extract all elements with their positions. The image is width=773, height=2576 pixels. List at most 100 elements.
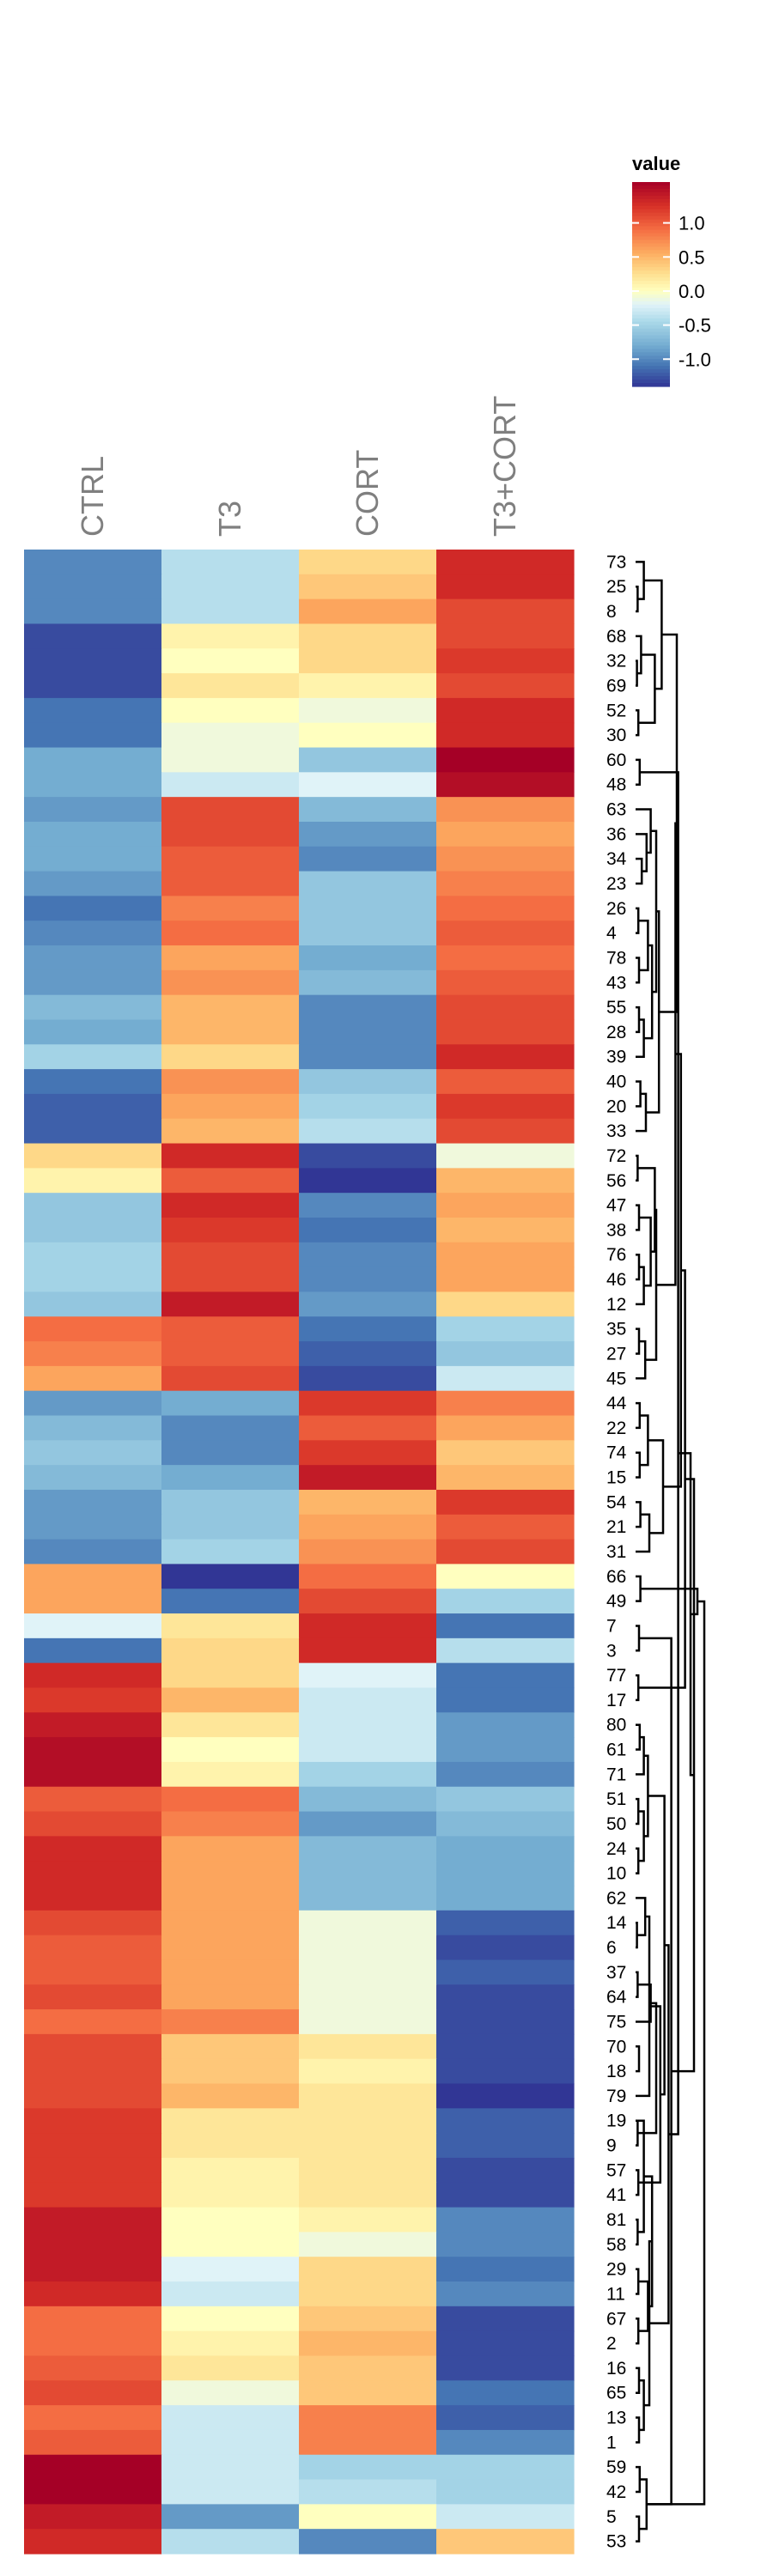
heatmap-cell xyxy=(436,1390,575,1417)
heatmap-cell xyxy=(299,994,437,1021)
heatmap-cell xyxy=(24,1193,162,1218)
heatmap-cell xyxy=(161,1365,300,1392)
legend-color-step xyxy=(632,335,670,340)
heatmap-cell xyxy=(24,1415,162,1441)
heatmap-cell xyxy=(24,1489,162,1516)
heatmap-cell xyxy=(24,945,162,971)
dendrogram-branch xyxy=(636,1723,642,1751)
heatmap-cell xyxy=(161,1910,300,1936)
heatmap-cell xyxy=(436,2058,575,2085)
heatmap-cell xyxy=(436,1218,575,1243)
legend-color-step xyxy=(632,352,670,356)
row-label: 21 xyxy=(606,1517,626,1537)
heatmap-cell xyxy=(161,994,300,1021)
heatmap-cell xyxy=(24,2504,162,2530)
heatmap-cell xyxy=(161,1390,300,1417)
heatmap-cell xyxy=(161,1514,300,1540)
heatmap-cell xyxy=(161,1861,300,1886)
dendrogram-branch xyxy=(636,1501,642,1528)
dendrogram-branch xyxy=(638,2280,649,2332)
heatmap-cell xyxy=(299,2083,437,2109)
row-label: 68 xyxy=(606,627,626,647)
heatmap-cell xyxy=(436,1935,575,1961)
legend-tick-label: 0.0 xyxy=(679,281,705,302)
heatmap-cell xyxy=(24,2529,162,2555)
row-label: 29 xyxy=(606,2260,626,2280)
heatmap-cell xyxy=(436,2479,575,2505)
row-label: 31 xyxy=(606,1542,626,1562)
row-label: 58 xyxy=(606,2235,626,2255)
heatmap-cell xyxy=(161,648,300,674)
heatmap-cell xyxy=(24,2232,162,2257)
heatmap-cell xyxy=(161,1465,300,1491)
heatmap-cell xyxy=(24,2207,162,2233)
heatmap-cell xyxy=(161,1637,300,1664)
legend-color-step xyxy=(632,284,670,289)
row-label: 17 xyxy=(606,1691,626,1710)
heatmap-cell xyxy=(161,1687,300,1713)
heatmap-cell xyxy=(436,1910,575,1936)
dendrogram-branch xyxy=(636,1005,641,1034)
heatmap-cell xyxy=(161,1886,300,1911)
heatmap-cell xyxy=(299,1959,437,1985)
heatmap-cell xyxy=(161,896,300,921)
heatmap-cell xyxy=(24,2380,162,2406)
heatmap-cell xyxy=(299,2133,437,2159)
heatmap-cell xyxy=(24,648,162,674)
heatmap-cell xyxy=(436,871,575,897)
heatmap-cell xyxy=(436,2306,575,2332)
row-label: 34 xyxy=(606,849,627,869)
heatmap-cell xyxy=(161,2281,300,2307)
heatmap-cell xyxy=(24,1959,162,1985)
heatmap-cell xyxy=(24,2330,162,2357)
heatmap-cell xyxy=(436,1143,575,1169)
heatmap-cell xyxy=(299,1044,437,1070)
heatmap-cell xyxy=(436,821,575,848)
row-label: 10 xyxy=(606,1864,626,1884)
heatmap-cell xyxy=(299,1910,437,1936)
heatmap-cell xyxy=(299,896,437,921)
dendrogram-branch xyxy=(636,808,652,854)
legend-color-step xyxy=(632,212,670,217)
legend-color-step xyxy=(632,236,670,241)
heatmap-cell xyxy=(436,1118,575,1145)
heatmap-cell xyxy=(436,2529,575,2555)
heatmap-cell xyxy=(24,1861,162,1886)
legend-color-step xyxy=(632,349,670,353)
heatmap-cell xyxy=(299,1390,437,1417)
heatmap-cell xyxy=(436,623,575,649)
heatmap-cell xyxy=(299,2033,437,2060)
heatmap-cell xyxy=(436,2232,575,2257)
legend-color-step xyxy=(632,219,670,224)
legend-color-step xyxy=(632,270,670,275)
row-label: 18 xyxy=(606,2062,626,2081)
heatmap-cell xyxy=(24,1168,162,1194)
legend-tick-label: -1.0 xyxy=(679,349,711,370)
heatmap-cell xyxy=(299,598,437,625)
row-label: 12 xyxy=(606,1295,626,1315)
legend-color-step xyxy=(632,233,670,238)
heatmap-cell xyxy=(299,1365,437,1392)
row-label: 48 xyxy=(606,775,626,795)
row-label: 54 xyxy=(606,1492,627,1512)
dendrogram-branch xyxy=(636,907,640,934)
heatmap-cell xyxy=(161,1984,300,2010)
heatmap-cell xyxy=(436,1168,575,1194)
heatmap-cell xyxy=(436,772,575,798)
row-label: 78 xyxy=(606,948,626,968)
heatmap-cell xyxy=(24,1118,162,1145)
row-label: 22 xyxy=(606,1419,626,1438)
legend-color-step xyxy=(632,307,670,313)
heatmap-cell xyxy=(24,1712,162,1738)
heatmap-cell xyxy=(436,1886,575,1911)
heatmap-cell xyxy=(299,1415,437,1441)
row-label: 49 xyxy=(606,1592,626,1612)
row-label: 72 xyxy=(606,1146,626,1166)
row-label: 62 xyxy=(606,1888,626,1908)
legend-colorbar xyxy=(632,182,670,387)
row-label: 27 xyxy=(606,1344,626,1364)
heatmap-cell xyxy=(24,1761,162,1788)
heatmap-cell xyxy=(24,1465,162,1491)
row-label: 8 xyxy=(606,602,617,622)
